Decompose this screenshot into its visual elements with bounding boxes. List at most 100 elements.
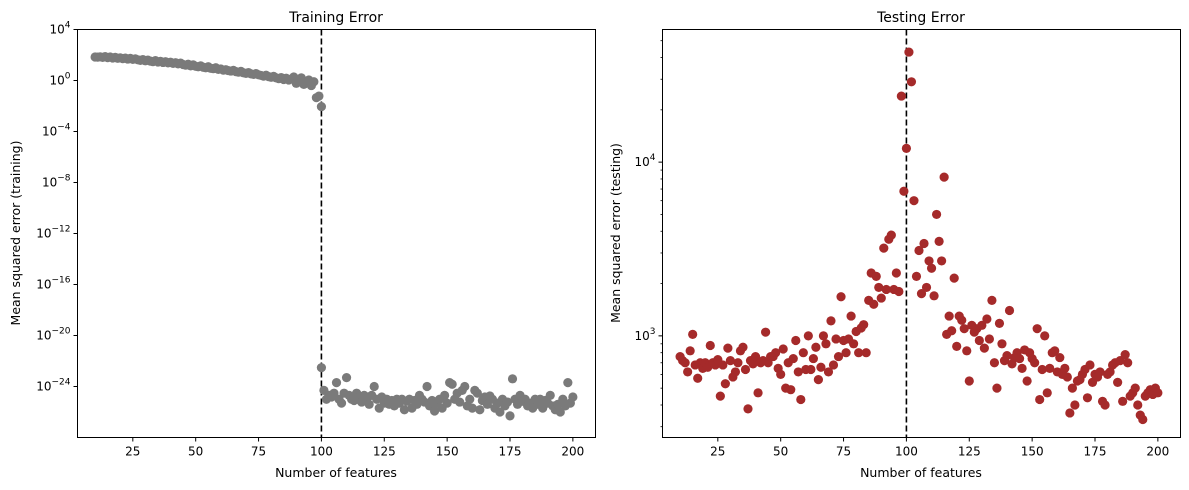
training-ticks: 25 50 75 100 125 150 175 200 104 100 10−4 10−8 10−12…	[36, 21, 584, 459]
training-data-point	[316, 101, 327, 112]
testing-data-point	[831, 334, 841, 344]
testing-chart-title: Testing Error	[876, 10, 965, 26]
testing-data-point	[874, 282, 884, 293]
training-y-tick-label: 10−8	[42, 174, 71, 190]
testing-data-point	[854, 348, 864, 358]
testing-data-point	[1055, 352, 1065, 363]
testing-data-point	[1130, 383, 1140, 393]
testing-data-point	[1085, 360, 1095, 370]
testing-data-point	[753, 388, 763, 398]
training-points	[90, 51, 578, 421]
training-data-point	[563, 378, 573, 388]
testing-data-point	[987, 295, 997, 306]
training-data-point	[364, 399, 374, 409]
testing-data-point	[1032, 324, 1042, 334]
testing-data-point	[876, 293, 886, 303]
testing-data-point	[1133, 400, 1143, 410]
testing-data-point	[1030, 358, 1040, 368]
testing-data-point	[931, 209, 942, 220]
testing-data-point	[952, 341, 962, 351]
testing-data-point	[841, 348, 851, 358]
testing-data-point	[776, 369, 786, 380]
testing-data-point	[949, 273, 959, 283]
testing-x-tick-label: 75	[836, 445, 851, 459]
testing-data-point	[1040, 331, 1050, 341]
testing-data-point	[947, 326, 957, 336]
testing-x-tick-label: 175	[1084, 445, 1107, 459]
training-data-point	[341, 372, 352, 383]
training-y-axis-label: Mean squared error (training)	[8, 141, 23, 326]
testing-plot-frame	[662, 29, 1181, 438]
testing-data-point	[901, 143, 912, 153]
testing-data-point	[821, 339, 831, 349]
training-data-point	[369, 381, 379, 392]
testing-data-point	[1017, 363, 1027, 373]
testing-data-point	[730, 367, 741, 377]
training-data-point	[331, 378, 342, 388]
testing-data-point	[1138, 414, 1148, 425]
testing-x-axis-label: Number of features	[860, 465, 982, 480]
training-data-point	[309, 77, 319, 87]
testing-data-point	[921, 282, 932, 293]
training-y-tick-label: 104	[49, 21, 70, 37]
testing-x-tick-label: 100	[895, 445, 918, 459]
testing-data-point	[1042, 388, 1052, 398]
testing-data-point	[688, 329, 698, 339]
testing-data-point	[1120, 350, 1130, 360]
training-data-point	[507, 374, 518, 384]
testing-data-point	[788, 353, 798, 364]
testing-data-point	[1115, 356, 1125, 366]
training-data-point	[314, 91, 324, 101]
testing-data-point	[1045, 363, 1055, 373]
training-data-point	[555, 407, 565, 417]
testing-data-point	[738, 342, 748, 352]
testing-data-point	[793, 367, 803, 377]
testing-data-point	[1067, 383, 1077, 393]
testing-data-point	[1153, 388, 1163, 398]
testing-data-point	[723, 343, 733, 353]
testing-data-point	[806, 364, 816, 375]
training-y-tick-label: 10−12	[36, 225, 70, 241]
testing-data-point	[894, 286, 904, 297]
testing-data-point	[1105, 367, 1115, 377]
testing-data-point	[992, 383, 1002, 393]
training-x-tick-label: 25	[125, 445, 140, 459]
testing-data-point	[748, 359, 758, 369]
testing-data-point	[760, 327, 771, 337]
training-x-tick-label: 50	[188, 445, 203, 459]
testing-data-point	[813, 375, 824, 385]
testing-data-point	[685, 346, 695, 356]
testing-data-point	[906, 77, 917, 87]
testing-data-point	[929, 291, 939, 301]
training-x-axis-label: Number of features	[275, 465, 397, 480]
training-data-point	[329, 388, 339, 398]
testing-data-point	[911, 271, 922, 281]
testing-data-point	[1004, 305, 1015, 316]
training-data-point	[505, 411, 515, 421]
testing-data-point	[823, 367, 834, 377]
training-data-point	[455, 397, 465, 407]
testing-data-point	[879, 243, 889, 253]
testing-data-point	[733, 358, 743, 368]
testing-data-point	[849, 339, 859, 349]
testing-data-point	[859, 320, 869, 330]
testing-data-point	[1113, 377, 1123, 387]
testing-y-tick-label: 103	[634, 327, 655, 343]
testing-data-point	[979, 343, 989, 353]
testing-data-point	[1060, 363, 1070, 373]
training-data-point	[475, 405, 485, 415]
testing-data-point	[786, 385, 796, 395]
training-chart-title: Training Error	[288, 10, 383, 26]
testing-data-point	[989, 358, 1000, 368]
testing-y-axis-label: Mean squared error (testing)	[608, 143, 623, 323]
testing-data-point	[1014, 353, 1025, 364]
training-data-point	[568, 392, 578, 402]
training-data-point	[502, 397, 513, 407]
testing-data-point	[705, 340, 715, 351]
testing-data-point	[740, 364, 751, 375]
testing-data-point	[974, 335, 984, 346]
testing-data-point	[836, 292, 846, 302]
testing-data-point	[803, 331, 813, 341]
training-data-point	[336, 398, 347, 408]
